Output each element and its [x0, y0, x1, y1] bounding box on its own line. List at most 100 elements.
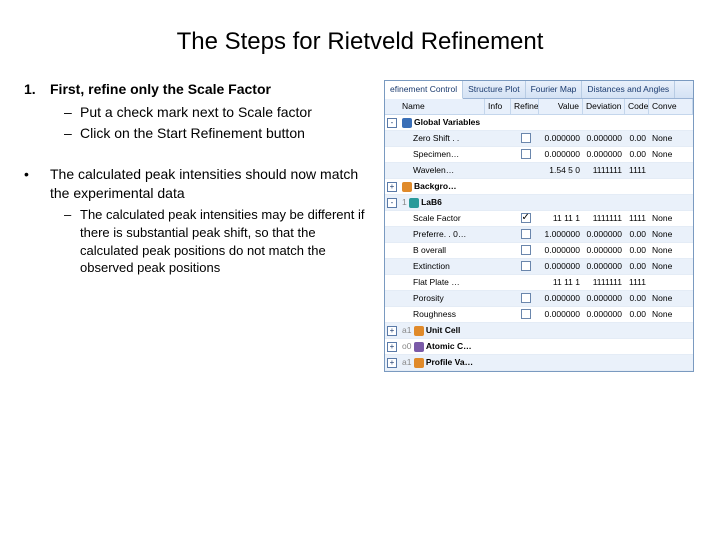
- code-cell: 0.00: [625, 243, 649, 258]
- code-cell: 1111: [625, 163, 649, 178]
- node-icon: [402, 182, 412, 192]
- param-row[interactable]: Zero Shift . .0.0000000.0000000.00None: [385, 131, 693, 147]
- node-icon: [409, 198, 419, 208]
- code-cell: [625, 179, 649, 194]
- refine-checkbox[interactable]: [521, 309, 531, 319]
- param-row[interactable]: Preferre. . 0…1.0000000.0000000.00None: [385, 227, 693, 243]
- refine-cell: [511, 355, 539, 370]
- deviation-cell: 0.000000: [583, 259, 625, 274]
- collapse-icon[interactable]: -: [387, 118, 397, 128]
- value-cell: 0.000000: [539, 291, 583, 306]
- refine-checkbox[interactable]: [521, 261, 531, 271]
- refine-cell: [511, 179, 539, 194]
- conv-cell: [649, 179, 693, 194]
- deviation-cell: [583, 195, 625, 210]
- tab-1[interactable]: Structure Plot: [463, 81, 526, 98]
- refine-checkbox[interactable]: [521, 245, 531, 255]
- group-row[interactable]: +Backgro…: [385, 179, 693, 195]
- dash-icon: –: [64, 206, 80, 276]
- node-icon: [414, 326, 424, 336]
- param-row[interactable]: Specimen…0.0000000.0000000.00None: [385, 147, 693, 163]
- name-cell: Global Variables: [399, 115, 485, 130]
- expand-icon[interactable]: +: [387, 358, 397, 368]
- refinement-panel: efinement ControlStructure PlotFourier M…: [384, 80, 694, 372]
- conv-cell: [649, 355, 693, 370]
- info-cell: [485, 115, 511, 130]
- code-cell: 0.00: [625, 131, 649, 146]
- conv-cell: None: [649, 211, 693, 226]
- tab-strip: efinement ControlStructure PlotFourier M…: [385, 81, 693, 99]
- param-row[interactable]: Scale Factor11 11 111111111111None: [385, 211, 693, 227]
- conv-cell: None: [649, 291, 693, 306]
- deviation-cell: 1111111: [583, 211, 625, 226]
- group-row[interactable]: +a1 Profile Va…: [385, 355, 693, 371]
- tree-cell: [385, 211, 399, 226]
- tree-cell: +: [385, 179, 399, 194]
- step-title: First, refine only the Scale Factor: [50, 80, 271, 99]
- bullet-sub: – The calculated peak intensities may be…: [64, 206, 374, 276]
- param-row[interactable]: Flat Plate …11 11 111111111111: [385, 275, 693, 291]
- hdr-info: Info: [485, 99, 511, 114]
- conv-cell: [649, 195, 693, 210]
- group-row[interactable]: +o0 Atomic C…: [385, 339, 693, 355]
- slide-title: The Steps for Rietveld Refinement: [0, 0, 720, 80]
- deviation-cell: [583, 179, 625, 194]
- tab-2[interactable]: Fourier Map: [526, 81, 583, 98]
- tab-3[interactable]: Distances and Angles: [582, 81, 675, 98]
- param-row[interactable]: Roughness0.0000000.0000000.00None: [385, 307, 693, 323]
- code-cell: [625, 115, 649, 130]
- refine-cell: [511, 291, 539, 306]
- tree-cell: +: [385, 323, 399, 338]
- value-cell: 11 11 1: [539, 275, 583, 290]
- deviation-cell: 0.000000: [583, 131, 625, 146]
- refine-checkbox[interactable]: [521, 293, 531, 303]
- body: 1. First, refine only the Scale Factor –…: [0, 80, 720, 372]
- code-cell: 0.00: [625, 147, 649, 162]
- group-row[interactable]: -Global Variables: [385, 115, 693, 131]
- code-cell: 0.00: [625, 291, 649, 306]
- refine-checkbox[interactable]: [521, 149, 531, 159]
- bullet-note: • The calculated peak intensities should…: [24, 165, 374, 203]
- value-cell: [539, 339, 583, 354]
- name-cell: a1 Profile Va…: [399, 355, 485, 370]
- expand-icon[interactable]: +: [387, 342, 397, 352]
- param-row[interactable]: Wavelen…1.54 5 011111111111: [385, 163, 693, 179]
- node-icon: [402, 118, 412, 128]
- step-1-subs: – Put a check mark next to Scale factor …: [64, 103, 374, 143]
- deviation-cell: 0.000000: [583, 307, 625, 322]
- param-row[interactable]: B overall0.0000000.0000000.00None: [385, 243, 693, 259]
- param-row[interactable]: Extinction0.0000000.0000000.00None: [385, 259, 693, 275]
- screenshot-panel: efinement ControlStructure PlotFourier M…: [384, 80, 694, 372]
- code-cell: [625, 355, 649, 370]
- conv-cell: [649, 115, 693, 130]
- refine-checkbox[interactable]: [521, 133, 531, 143]
- refine-checkbox[interactable]: [521, 229, 531, 239]
- expand-icon[interactable]: +: [387, 326, 397, 336]
- hdr-name: Name: [399, 99, 485, 114]
- bullet-text: The calculated peak intensities should n…: [50, 165, 374, 203]
- deviation-cell: [583, 355, 625, 370]
- expand-icon[interactable]: +: [387, 182, 397, 192]
- group-row[interactable]: +a1 Unit Cell: [385, 323, 693, 339]
- group-row[interactable]: -1 LaB6: [385, 195, 693, 211]
- dash-icon: –: [64, 124, 80, 143]
- value-cell: 0.000000: [539, 147, 583, 162]
- name-cell: Preferre. . 0…: [399, 227, 485, 242]
- table-header: Name Info Refine Value Deviation Code Co…: [385, 99, 693, 115]
- tab-0[interactable]: efinement Control: [385, 81, 463, 99]
- tree-cell: +: [385, 339, 399, 354]
- value-cell: 0.000000: [539, 307, 583, 322]
- conv-cell: None: [649, 259, 693, 274]
- info-cell: [485, 163, 511, 178]
- info-cell: [485, 291, 511, 306]
- param-row[interactable]: Porosity0.0000000.0000000.00None: [385, 291, 693, 307]
- deviation-cell: 0.000000: [583, 227, 625, 242]
- refine-checkbox[interactable]: [521, 213, 531, 223]
- info-cell: [485, 243, 511, 258]
- table-body: -Global VariablesZero Shift . .0.0000000…: [385, 115, 693, 371]
- deviation-cell: 0.000000: [583, 243, 625, 258]
- refine-cell: [511, 163, 539, 178]
- collapse-icon[interactable]: -: [387, 198, 397, 208]
- tree-cell: +: [385, 355, 399, 370]
- info-cell: [485, 259, 511, 274]
